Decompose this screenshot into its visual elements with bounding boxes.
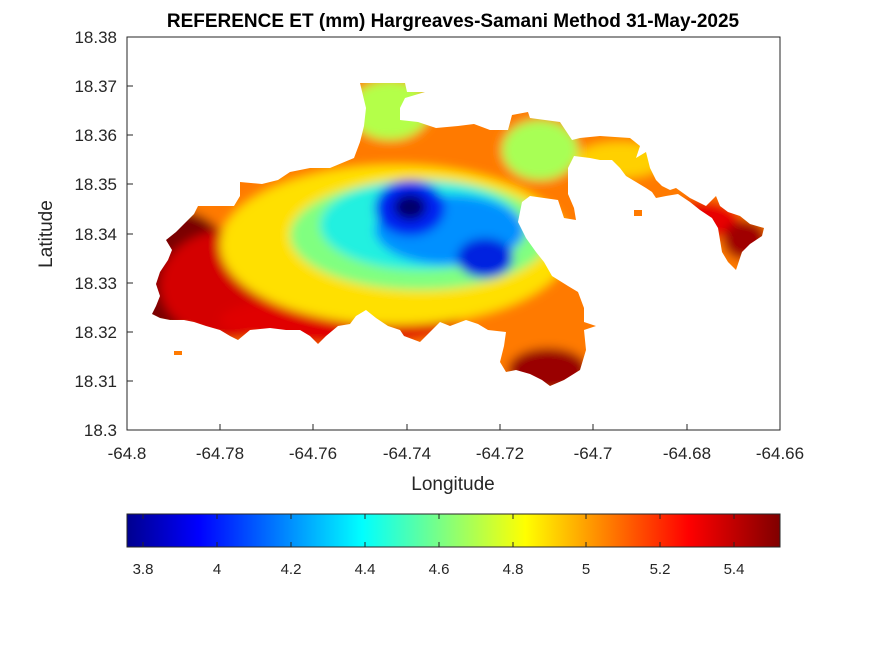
x-tick-labels: -64.8 -64.78 -64.76 -64.74 -64.72 -64.7 … (108, 444, 804, 463)
x-tick-label: -64.8 (108, 444, 147, 463)
y-tick-label: 18.32 (74, 323, 117, 342)
x-axis-label: Longitude (411, 474, 494, 495)
y-tick-label: 18.3 (84, 421, 117, 440)
colorbar-ticks (142, 514, 735, 547)
colorbar-tick-label: 4.4 (355, 561, 376, 578)
colorbar-gradient (126, 513, 781, 548)
x-tick-label: -64.74 (383, 444, 431, 463)
y-tick-label: 18.31 (74, 372, 117, 391)
y-tick-labels: 18.3 18.31 18.32 18.33 18.34 18.35 18.36… (74, 28, 117, 440)
x-tick-label: -64.76 (289, 444, 337, 463)
y-tick-label: 18.37 (74, 77, 117, 96)
y-tick-label: 18.36 (74, 126, 117, 145)
colorbar-tick-label: 5 (582, 561, 590, 578)
x-tick-label: -64.7 (574, 444, 613, 463)
y-tick-label: 18.34 (74, 225, 117, 244)
x-tick-label: -64.66 (756, 444, 804, 463)
colorbar-tick-label: 4.2 (281, 561, 302, 578)
colorbar-tick-label: 5.2 (650, 561, 671, 578)
y-axis-label: Latitude (36, 200, 57, 268)
heat-min2-blue (457, 238, 513, 278)
heat-north-green (350, 83, 430, 140)
colorbar-tick-label: 3.8 (133, 561, 154, 578)
plot-area (126, 36, 781, 431)
tick-marks (126, 36, 781, 431)
x-tick-label: -64.72 (476, 444, 524, 463)
y-tick-label: 18.35 (74, 175, 117, 194)
colorbar-tick-label: 4 (213, 561, 221, 578)
colorbar-tick-label: 5.4 (724, 561, 745, 578)
chart-title: REFERENCE ET (mm) Hargreaves-Samani Meth… (167, 11, 740, 32)
colorbar: 3.8 4 4.2 4.4 4.6 4.8 5 5.2 5.4 (126, 513, 781, 578)
x-tick-label: -64.78 (196, 444, 244, 463)
colorbar-tick-label: 4.6 (429, 561, 450, 578)
colorbar-tick-label: 4.8 (503, 561, 524, 578)
heat-northeast-green (502, 120, 578, 180)
x-tick-label: -64.68 (663, 444, 711, 463)
y-tick-label: 18.38 (74, 28, 117, 47)
y-tick-label: 18.33 (74, 274, 117, 293)
heat-min-dark (394, 194, 426, 220)
